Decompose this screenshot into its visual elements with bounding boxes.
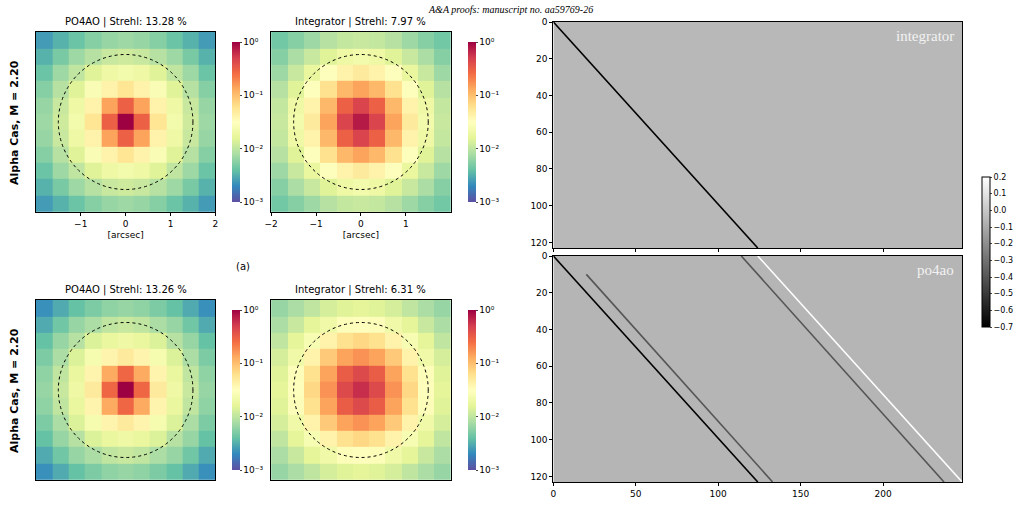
svg-text:10⁰: 10⁰ xyxy=(243,305,258,315)
svg-text:100: 100 xyxy=(530,201,547,211)
svg-text:10⁻¹: 10⁻¹ xyxy=(243,90,263,100)
svg-text:[arcsec]: [arcsec] xyxy=(343,230,379,240)
svg-text:60: 60 xyxy=(536,127,548,137)
svg-text:−0.3: −0.3 xyxy=(994,256,1013,265)
svg-text:10⁻¹: 10⁻¹ xyxy=(479,358,499,368)
svg-text:40: 40 xyxy=(536,91,548,101)
svg-text:−2: −2 xyxy=(265,219,278,229)
svg-text:100: 100 xyxy=(710,489,727,499)
svg-text:200: 200 xyxy=(874,489,891,499)
svg-text:integrator: integrator xyxy=(896,28,954,44)
svg-text:−0.1: −0.1 xyxy=(994,223,1013,232)
svg-text:10⁻²: 10⁻² xyxy=(479,412,499,422)
svg-text:80: 80 xyxy=(536,164,548,174)
svg-text:−0.7: −0.7 xyxy=(994,323,1013,332)
svg-text:−0.6: −0.6 xyxy=(994,306,1013,315)
svg-text:[arcsec]: [arcsec] xyxy=(108,230,144,240)
svg-text:Alpha Cas, M = 2.20: Alpha Cas, M = 2.20 xyxy=(8,328,21,453)
svg-text:−0.4: −0.4 xyxy=(994,273,1013,282)
svg-text:0.2: 0.2 xyxy=(994,173,1007,182)
svg-text:10⁰: 10⁰ xyxy=(479,37,494,47)
svg-text:−0.2: −0.2 xyxy=(994,239,1013,248)
svg-text:60: 60 xyxy=(536,361,548,371)
svg-text:20: 20 xyxy=(536,288,548,298)
svg-text:2: 2 xyxy=(212,219,218,229)
svg-text:10⁻²: 10⁻² xyxy=(243,144,263,154)
svg-text:10⁰: 10⁰ xyxy=(243,37,258,47)
svg-text:Integrator | Strehl: 7.97 %: Integrator | Strehl: 7.97 % xyxy=(295,16,426,28)
svg-text:10⁻²: 10⁻² xyxy=(243,412,263,422)
svg-text:40: 40 xyxy=(536,325,548,335)
svg-text:Alpha Cas, M = 2.20: Alpha Cas, M = 2.20 xyxy=(8,60,21,185)
svg-text:−1: −1 xyxy=(309,219,322,229)
svg-text:0: 0 xyxy=(551,489,557,499)
svg-text:0: 0 xyxy=(123,219,129,229)
svg-text:0: 0 xyxy=(542,251,548,261)
svg-text:10⁰: 10⁰ xyxy=(479,305,494,315)
svg-text:Integrator | Strehl: 6.31 %: Integrator | Strehl: 6.31 % xyxy=(295,284,426,296)
svg-text:10⁻³: 10⁻³ xyxy=(243,465,263,475)
svg-text:PO4AO | Strehl: 13.26 %: PO4AO | Strehl: 13.26 % xyxy=(65,284,187,296)
svg-text:0: 0 xyxy=(542,17,548,27)
svg-text:10⁻¹: 10⁻¹ xyxy=(243,358,263,368)
svg-text:20: 20 xyxy=(536,54,548,64)
svg-text:0.0: 0.0 xyxy=(994,206,1007,215)
svg-text:120: 120 xyxy=(530,238,547,248)
svg-text:80: 80 xyxy=(536,398,548,408)
svg-text:PO4AO | Strehl: 13.28 %: PO4AO | Strehl: 13.28 % xyxy=(65,16,187,28)
svg-text:10⁻²: 10⁻² xyxy=(479,144,499,154)
svg-text:−1: −1 xyxy=(74,219,87,229)
svg-text:(a): (a) xyxy=(236,261,250,272)
svg-text:A&A proofs: manuscript no. aa5: A&A proofs: manuscript no. aa59769-26 xyxy=(428,4,593,15)
svg-text:10⁻³: 10⁻³ xyxy=(479,197,499,207)
svg-text:po4ao: po4ao xyxy=(917,262,954,278)
svg-text:150: 150 xyxy=(792,489,809,499)
svg-text:10⁻³: 10⁻³ xyxy=(479,465,499,475)
svg-text:1: 1 xyxy=(403,219,409,229)
svg-text:10⁻¹: 10⁻¹ xyxy=(479,90,499,100)
svg-text:1: 1 xyxy=(168,219,174,229)
svg-text:120: 120 xyxy=(530,472,547,482)
svg-text:0.1: 0.1 xyxy=(994,189,1007,198)
svg-text:−0.5: −0.5 xyxy=(994,289,1013,298)
svg-text:50: 50 xyxy=(630,489,642,499)
svg-text:0: 0 xyxy=(358,219,364,229)
svg-text:10⁻³: 10⁻³ xyxy=(243,197,263,207)
svg-text:100: 100 xyxy=(530,435,547,445)
